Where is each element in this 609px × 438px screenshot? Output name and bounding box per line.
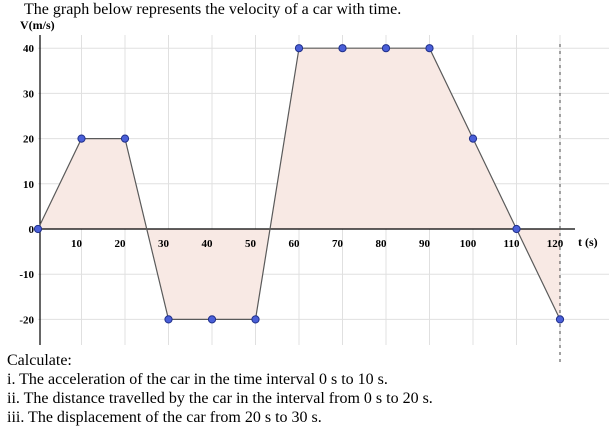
question-3: iii. The displacement of the car from 20… (7, 409, 322, 426)
data-point (512, 224, 521, 234)
x-tick-label: 110 (504, 238, 520, 250)
data-point (338, 44, 347, 53)
x-axis-label: t (s) (578, 235, 598, 249)
data-point (164, 315, 173, 324)
x-tick-label: 70 (332, 238, 344, 250)
data-point (468, 134, 478, 143)
x-tick-label: 20 (115, 238, 127, 250)
data-point (207, 315, 217, 324)
questions-heading: Calculate: (7, 352, 72, 369)
data-points (33, 44, 565, 324)
data-point (381, 44, 391, 53)
y-tick-label: -20 (19, 314, 34, 326)
y-tick-label: 20 (23, 134, 35, 146)
y-tick-label: 0 (29, 224, 35, 236)
y-axis-label: V(m/s) (20, 18, 55, 32)
y-tick-label: 40 (23, 43, 35, 55)
data-point (425, 44, 434, 53)
y-tick-label: 10 (23, 179, 35, 191)
x-tick-label: 30 (158, 238, 170, 250)
questions-block: Calculate: i. The acceleration of the ca… (7, 351, 433, 427)
y-tick-label: 30 (23, 88, 35, 100)
x-tick-labels: 10 20 30 40 50 60 70 80 90 100 110 120 (71, 238, 564, 250)
x-tick-label: 90 (419, 238, 431, 250)
question-2: ii. The distance travelled by the car in… (7, 390, 433, 407)
x-tick-label: 80 (376, 238, 388, 250)
x-tick-label: 60 (289, 238, 301, 250)
data-point (251, 315, 260, 324)
x-tick-label: 40 (202, 238, 214, 250)
question-1: i. The acceleration of the car in the ti… (7, 371, 388, 388)
x-tick-label: 100 (460, 238, 477, 250)
x-tick-label: 120 (547, 238, 564, 250)
data-point (77, 134, 86, 143)
y-tick-label: -10 (19, 269, 34, 281)
velocity-area-fill (38, 48, 560, 320)
data-point (555, 315, 565, 324)
x-tick-label: 50 (245, 238, 257, 250)
data-point (294, 44, 304, 53)
x-tick-label: 10 (71, 238, 83, 250)
problem-statement: The graph below represents the velocity … (24, 1, 402, 18)
y-tick-labels: 40 30 20 10 0 -10 -20 (19, 43, 34, 326)
chart-axes (36, 35, 575, 362)
data-point (33, 224, 43, 234)
data-point (120, 134, 130, 143)
